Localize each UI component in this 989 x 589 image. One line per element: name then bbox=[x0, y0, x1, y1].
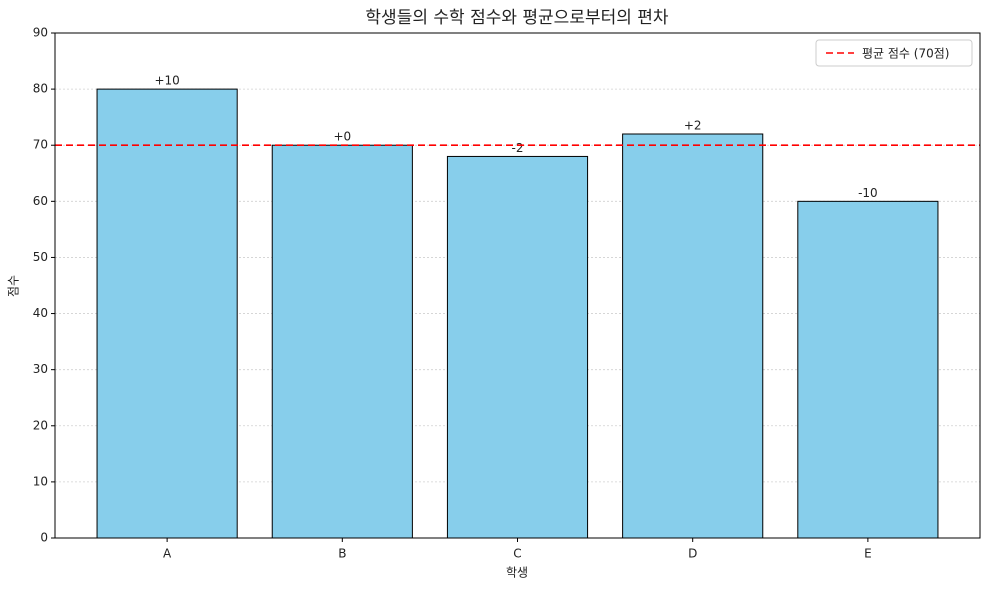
bar bbox=[797, 200, 939, 539]
bar bbox=[271, 144, 413, 539]
value-label: +10 bbox=[154, 74, 179, 88]
y-tick-label: 60 bbox=[33, 194, 48, 208]
value-label: -2 bbox=[512, 141, 524, 155]
x-axis-label: 학생 bbox=[506, 566, 528, 580]
y-tick-label: 10 bbox=[33, 474, 48, 488]
bar bbox=[96, 88, 238, 539]
y-axis-label: 점수 bbox=[7, 275, 21, 297]
x-tick-label: E bbox=[864, 547, 872, 561]
y-tick-label: 70 bbox=[33, 138, 48, 152]
legend-label: 평균 점수 (70점) bbox=[862, 47, 949, 61]
y-tick-label: 20 bbox=[33, 418, 48, 432]
x-tick-label: B bbox=[338, 547, 346, 561]
y-tick-label: 30 bbox=[33, 362, 48, 376]
y-tick-label: 90 bbox=[33, 26, 48, 40]
legend-box bbox=[815, 39, 973, 67]
y-tick-label: 0 bbox=[40, 531, 48, 545]
plot-frame bbox=[54, 32, 981, 539]
chart-title: 학생들의 수학 점수와 평균으로부터의 편차 bbox=[365, 8, 668, 28]
x-tick-label: D bbox=[688, 547, 697, 561]
y-tick-label: 80 bbox=[33, 82, 48, 96]
x-tick-label: A bbox=[163, 547, 172, 561]
bar bbox=[622, 133, 764, 539]
value-label: +2 bbox=[684, 119, 702, 133]
x-tick-label: C bbox=[513, 547, 521, 561]
y-tick-label: 40 bbox=[33, 306, 48, 320]
y-tick-label: 50 bbox=[33, 250, 48, 264]
value-label: -10 bbox=[858, 186, 878, 200]
value-label: +0 bbox=[333, 130, 351, 144]
bar bbox=[446, 155, 589, 539]
